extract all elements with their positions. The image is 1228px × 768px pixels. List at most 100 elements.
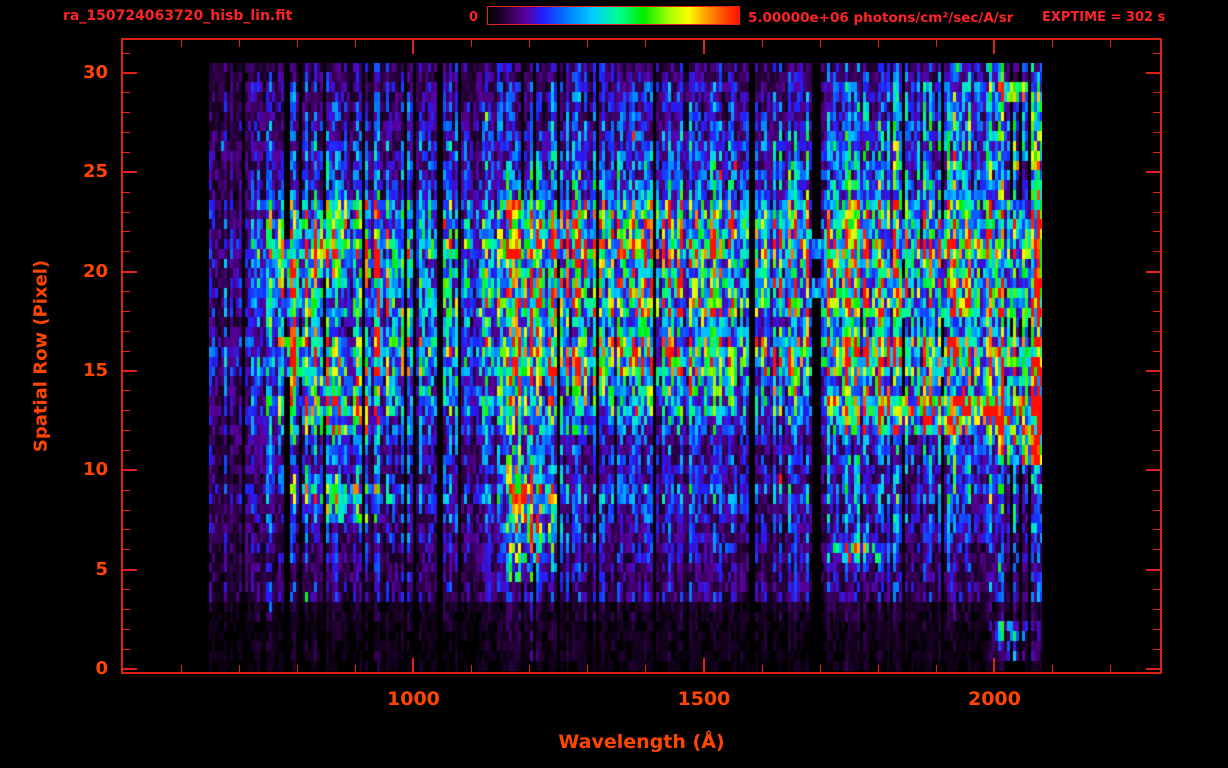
y-major-tick — [1146, 568, 1160, 571]
y-minor-tick — [123, 410, 130, 412]
x-tick-label: 2000 — [967, 688, 1021, 710]
y-minor-tick — [1153, 489, 1160, 491]
y-minor-tick — [1153, 430, 1160, 432]
exptime-label: EXPTIME = 302 s — [1042, 10, 1166, 25]
x-major-tick — [412, 658, 415, 672]
x-minor-tick — [645, 665, 647, 672]
y-minor-tick — [1153, 529, 1160, 531]
plot-frame — [121, 38, 1162, 674]
y-major-tick — [123, 668, 137, 671]
x-minor-tick — [529, 40, 531, 47]
y-minor-tick — [1153, 549, 1160, 551]
y-minor-tick — [1153, 52, 1160, 54]
y-minor-tick — [123, 489, 130, 491]
y-minor-tick — [123, 549, 130, 551]
y-minor-tick — [1153, 648, 1160, 650]
y-minor-tick — [1153, 251, 1160, 253]
x-minor-tick — [238, 665, 240, 672]
y-minor-tick — [1153, 211, 1160, 213]
x-minor-tick — [877, 40, 879, 47]
y-minor-tick — [1153, 92, 1160, 94]
y-minor-tick — [123, 310, 130, 312]
x-minor-tick — [1052, 665, 1054, 672]
y-minor-tick — [123, 628, 130, 630]
y-minor-tick — [1153, 112, 1160, 114]
x-minor-tick — [354, 665, 356, 672]
y-minor-tick — [1153, 589, 1160, 591]
colorbar-max-label: 5.00000e+06 photons/cm²/sec/A/sr — [748, 10, 1014, 26]
y-minor-tick — [1153, 310, 1160, 312]
y-minor-tick — [123, 608, 130, 610]
x-minor-tick — [471, 665, 473, 672]
y-major-tick — [123, 568, 137, 571]
y-tick-label: 25 — [82, 161, 108, 183]
y-axis-title: Spatial Row (Pixel) — [30, 259, 52, 453]
y-minor-tick — [123, 291, 130, 293]
y-tick-label: 20 — [82, 260, 108, 282]
x-minor-tick — [180, 40, 182, 47]
y-minor-tick — [123, 390, 130, 392]
x-minor-tick — [180, 665, 182, 672]
y-minor-tick — [123, 251, 130, 253]
y-major-tick — [1146, 270, 1160, 273]
y-minor-tick — [1153, 509, 1160, 511]
x-minor-tick — [935, 40, 937, 47]
y-minor-tick — [123, 529, 130, 531]
y-minor-tick — [123, 350, 130, 352]
y-minor-tick — [123, 231, 130, 233]
x-major-tick — [412, 40, 415, 54]
x-major-tick — [702, 658, 705, 672]
y-major-tick — [1146, 171, 1160, 174]
y-minor-tick — [1153, 608, 1160, 610]
x-minor-tick — [296, 40, 298, 47]
x-axis-title: Wavelength (Å) — [558, 731, 725, 753]
y-minor-tick — [123, 509, 130, 511]
y-major-tick — [123, 270, 137, 273]
y-minor-tick — [1153, 390, 1160, 392]
x-minor-tick — [761, 665, 763, 672]
x-minor-tick — [1052, 40, 1054, 47]
y-major-tick — [1146, 469, 1160, 472]
y-tick-label: 10 — [82, 459, 108, 481]
y-minor-tick — [1153, 628, 1160, 630]
y-minor-tick — [1153, 350, 1160, 352]
y-minor-tick — [123, 589, 130, 591]
x-minor-tick — [471, 40, 473, 47]
colorbar-gradient — [487, 6, 740, 25]
x-minor-tick — [819, 40, 821, 47]
y-major-tick — [1146, 71, 1160, 74]
y-minor-tick — [123, 211, 130, 213]
y-major-tick — [1146, 668, 1160, 671]
filename-label: ra_150724063720_hisb_lin.fit — [63, 8, 293, 24]
y-major-tick — [123, 469, 137, 472]
x-minor-tick — [296, 665, 298, 672]
y-major-tick — [123, 71, 137, 74]
x-minor-tick — [761, 40, 763, 47]
y-minor-tick — [1153, 449, 1160, 451]
y-minor-tick — [1153, 231, 1160, 233]
x-minor-tick — [1110, 40, 1112, 47]
x-major-tick — [993, 658, 996, 672]
x-minor-tick — [529, 665, 531, 672]
y-minor-tick — [123, 648, 130, 650]
x-tick-label: 1000 — [387, 688, 440, 710]
y-major-tick — [123, 171, 137, 174]
y-minor-tick — [1153, 291, 1160, 293]
y-minor-tick — [123, 112, 130, 114]
x-minor-tick — [819, 665, 821, 672]
x-minor-tick — [877, 665, 879, 672]
y-major-tick — [1146, 370, 1160, 372]
y-minor-tick — [123, 430, 130, 432]
y-minor-tick — [1153, 132, 1160, 134]
y-tick-label: 15 — [82, 360, 108, 381]
y-minor-tick — [123, 132, 130, 134]
x-minor-tick — [935, 665, 937, 672]
x-minor-tick — [238, 40, 240, 47]
x-minor-tick — [587, 40, 589, 47]
x-minor-tick — [1110, 665, 1112, 672]
x-major-tick — [702, 40, 705, 54]
y-minor-tick — [123, 191, 130, 193]
y-minor-tick — [123, 92, 130, 94]
y-minor-tick — [123, 52, 130, 54]
